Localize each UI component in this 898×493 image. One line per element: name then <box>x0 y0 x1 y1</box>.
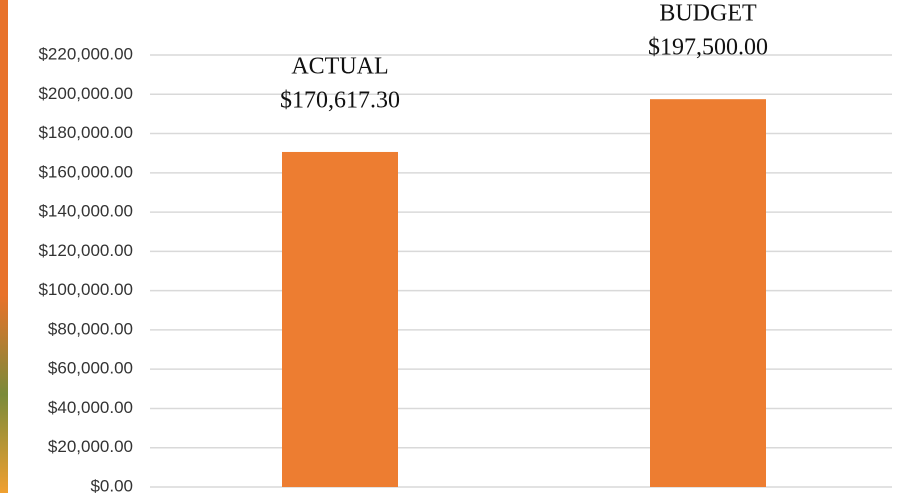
y-tick-label: $80,000.00 <box>48 319 133 338</box>
y-tick-label: $120,000.00 <box>38 241 133 260</box>
bar <box>282 152 398 487</box>
bar <box>650 99 766 487</box>
y-tick-label: $180,000.00 <box>38 123 133 142</box>
data-label-value: $197,500.00 <box>648 35 768 61</box>
y-tick-label: $40,000.00 <box>48 398 133 417</box>
y-tick-label: $140,000.00 <box>38 202 133 221</box>
data-label-category: ACTUAL <box>291 53 388 79</box>
decor-strip <box>0 0 8 493</box>
data-label-category: BUDGET <box>659 1 757 27</box>
y-tick-label: $220,000.00 <box>38 44 133 63</box>
y-tick-label: $60,000.00 <box>48 359 133 378</box>
y-tick-label: $160,000.00 <box>38 162 133 181</box>
y-tick-label: $200,000.00 <box>38 84 133 103</box>
y-tick-label: $0.00 <box>90 476 133 493</box>
y-tick-label: $20,000.00 <box>48 437 133 456</box>
chart: $0.00 $20,000.00 $40,000.00 $60,000.00 $80,0… <box>0 0 898 493</box>
data-label-value: $170,617.30 <box>280 87 400 113</box>
y-tick-label: $100,000.00 <box>38 280 133 299</box>
